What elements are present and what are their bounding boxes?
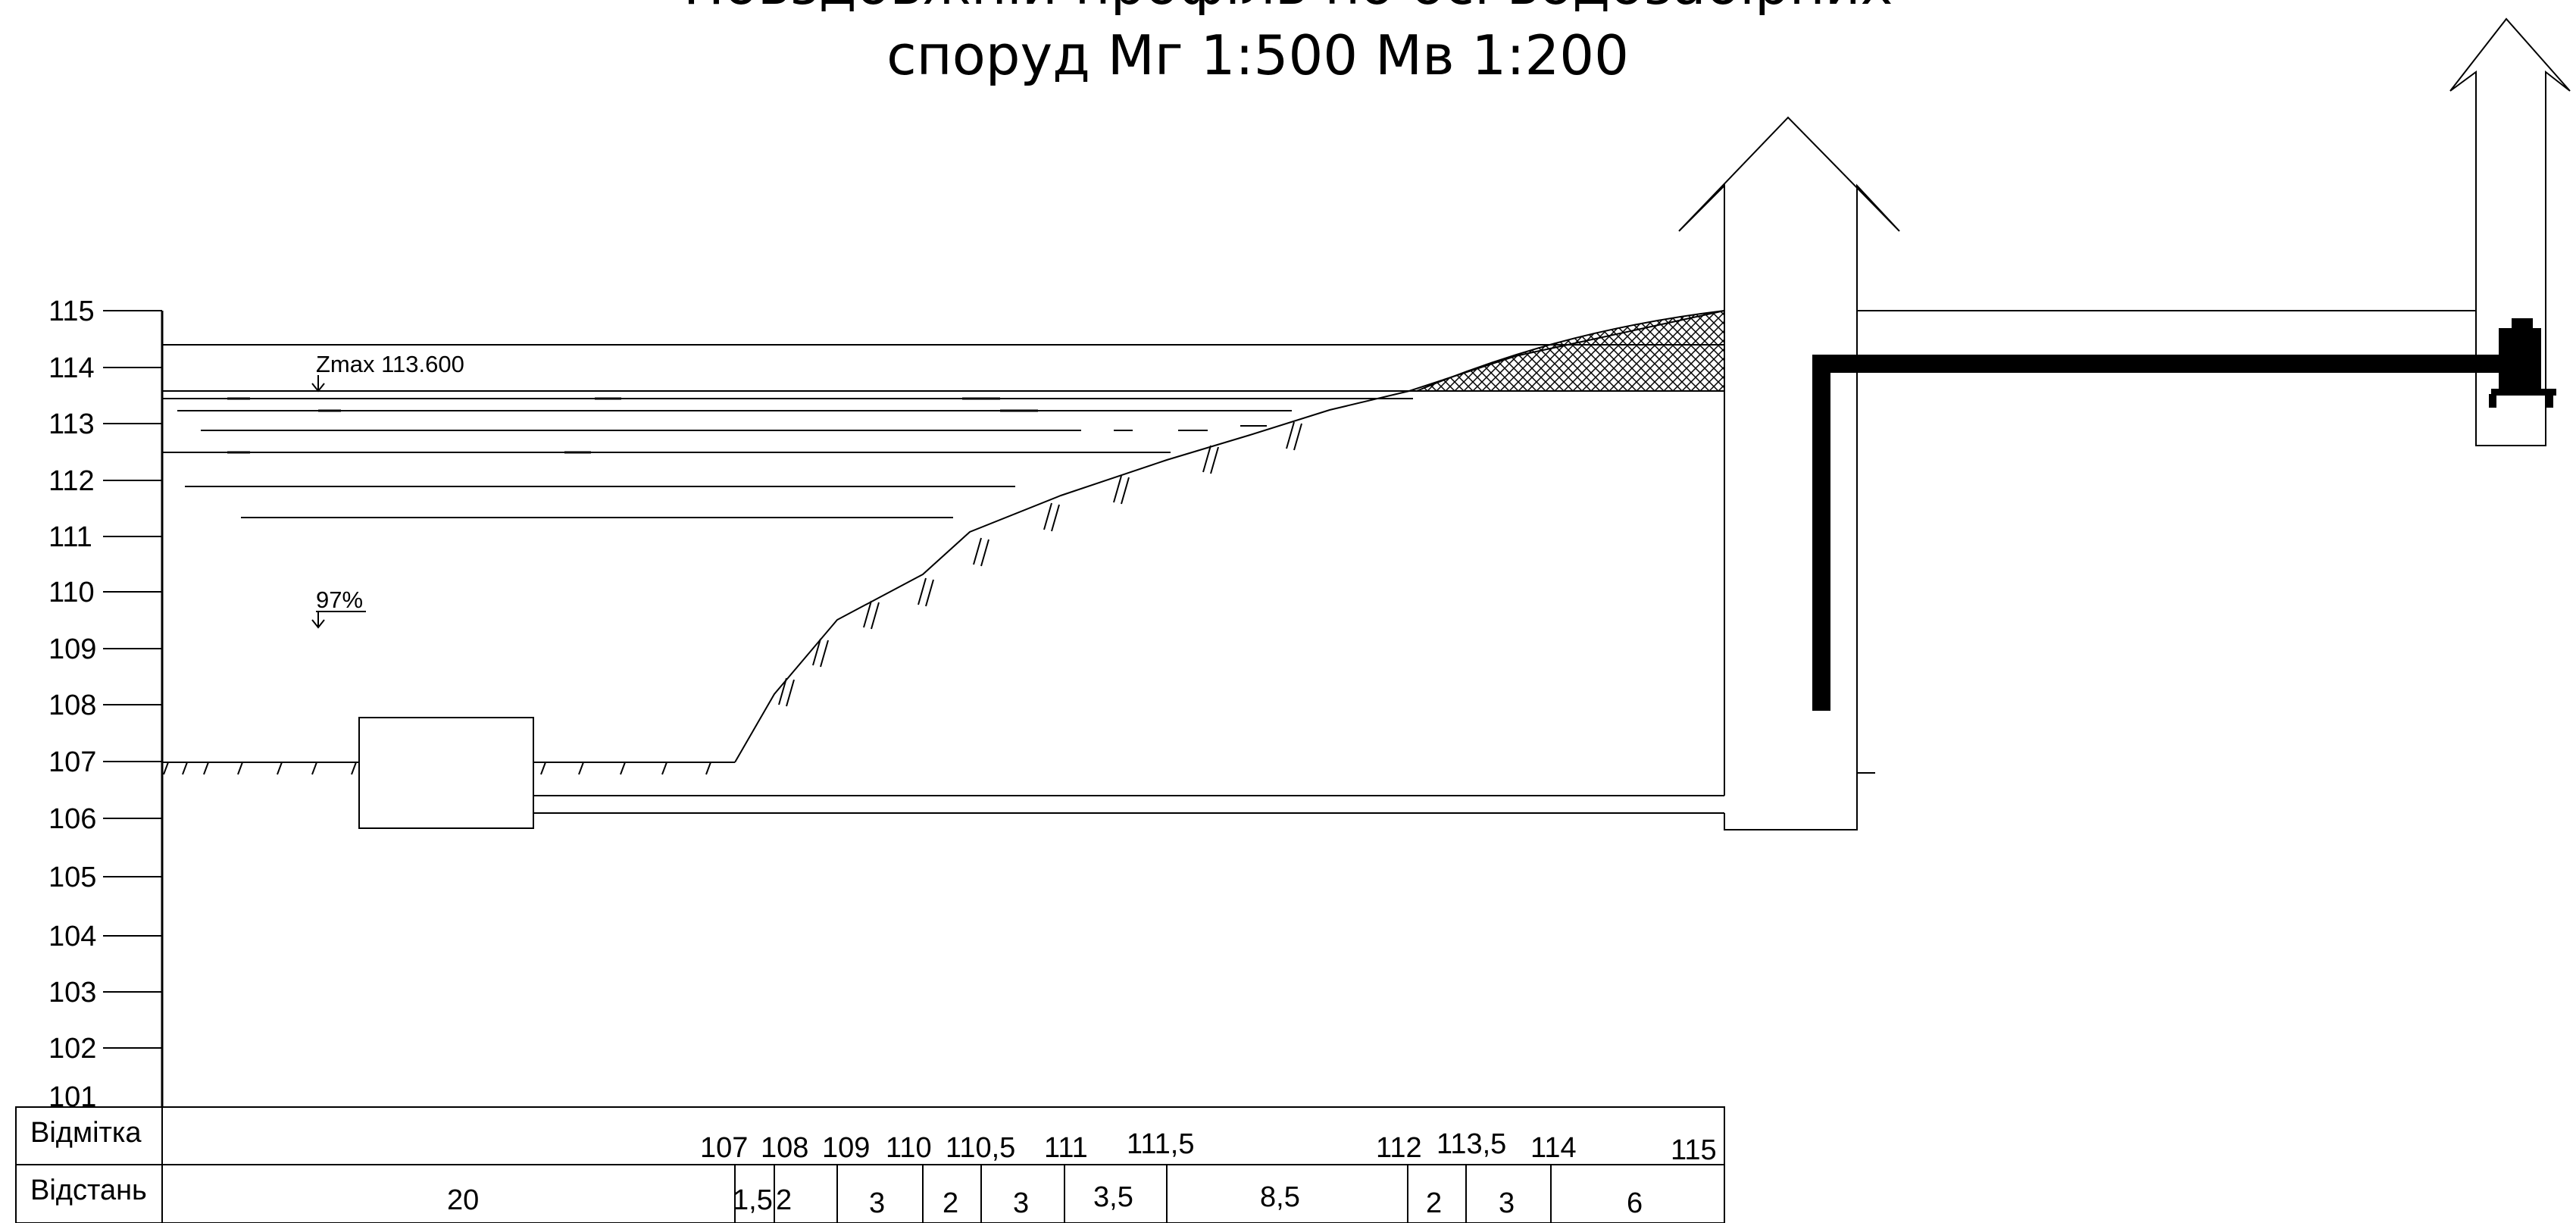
pump-station xyxy=(1857,17,2571,446)
distance-cell: 3 xyxy=(1499,1187,1515,1219)
y-label-115: 115 xyxy=(48,296,95,327)
y-label-108: 108 xyxy=(48,690,96,721)
elevation-cell: 111 xyxy=(1044,1132,1088,1164)
distance-values: 20 1,5 2 3 2 3 3,5 8,5 2 3 6 xyxy=(447,1181,1643,1219)
ground-profile xyxy=(162,310,1725,775)
y-label-101: 101 xyxy=(48,1081,96,1113)
elevation-cell: 111,5 xyxy=(1127,1128,1194,1160)
distance-cell: 3,5 xyxy=(1093,1181,1133,1213)
title-line-1: Повздовжній профіль по осі водозабірних xyxy=(683,0,1893,17)
profile-table: Відмітка Відстань 107 108 109 110 110,5 … xyxy=(15,1106,1725,1223)
gravity-pipe xyxy=(533,795,1724,814)
y-label-114: 114 xyxy=(48,352,95,384)
elevation-cell: 115 xyxy=(1671,1134,1717,1166)
percent-label: 97% xyxy=(316,586,363,613)
distance-cell: 3 xyxy=(1013,1187,1029,1219)
percent-annotation: 97% xyxy=(311,586,366,629)
elevation-values: 107 108 109 110 110,5 111 111,5 112 113,… xyxy=(700,1128,1717,1166)
distance-cell: 3 xyxy=(869,1187,885,1219)
y-label-103: 103 xyxy=(48,977,96,1009)
slope-hatch xyxy=(778,421,1302,707)
y-label-107: 107 xyxy=(48,746,96,778)
elevation-cell: 114 xyxy=(1530,1132,1577,1164)
table-row-label-distance: Відстань xyxy=(30,1175,147,1206)
water-surface-lines xyxy=(162,344,1724,518)
ground-hatch-middle xyxy=(540,762,711,775)
elevation-cell: 110 xyxy=(886,1132,932,1164)
elevation-cell: 113,5 xyxy=(1436,1128,1506,1160)
pump-icon xyxy=(2489,318,2556,408)
y-label-104: 104 xyxy=(48,921,96,952)
distance-cell: 6 xyxy=(1627,1187,1643,1219)
intake-head xyxy=(358,717,534,829)
title-line-2: споруд Мг 1:500 Мв 1:200 xyxy=(886,23,1629,87)
zmax-annotation: Zmax 113.600 xyxy=(311,351,464,393)
y-axis: 115 114 113 112 111 110 109 108 107 106 … xyxy=(48,296,164,1113)
elevation-cell: 108 xyxy=(761,1132,808,1164)
y-label-105: 105 xyxy=(48,862,96,893)
y-label-106: 106 xyxy=(48,803,96,835)
y-label-113: 113 xyxy=(48,408,95,440)
y-axis-ticks xyxy=(103,310,162,1049)
y-label-112: 112 xyxy=(48,465,95,497)
elevation-cell: 109 xyxy=(822,1132,870,1164)
distance-cell: 1,5 xyxy=(733,1184,773,1216)
y-label-111: 111 xyxy=(48,521,92,553)
distance-cell: 8,5 xyxy=(1260,1181,1300,1213)
y-label-109: 109 xyxy=(48,633,96,665)
shore-well xyxy=(1678,116,1900,830)
bank-fill xyxy=(1416,309,1725,392)
distance-cell: 20 xyxy=(447,1184,479,1216)
y-label-110: 110 xyxy=(48,577,95,608)
distance-cell: 2 xyxy=(776,1184,792,1216)
elevation-cell: 112 xyxy=(1376,1132,1422,1164)
suction-pipe xyxy=(1812,355,2500,711)
distance-cell: 2 xyxy=(1426,1187,1442,1219)
table-row-label-elevation: Відмітка xyxy=(30,1117,142,1149)
elevation-cell: 110,5 xyxy=(946,1132,1015,1164)
y-label-102: 102 xyxy=(48,1033,96,1065)
elevation-cell: 107 xyxy=(700,1132,748,1164)
ground-hatch-left xyxy=(163,762,357,775)
distance-cell: 2 xyxy=(943,1187,958,1219)
distance-boundaries xyxy=(734,1165,1725,1223)
zmax-label: Zmax 113.600 xyxy=(316,351,464,377)
